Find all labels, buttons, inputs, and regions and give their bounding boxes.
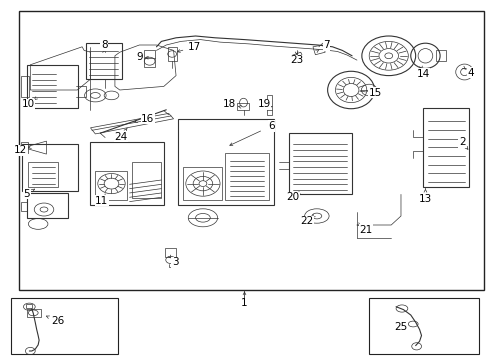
Bar <box>178 119 273 205</box>
Bar <box>266 95 272 115</box>
Text: 15: 15 <box>368 88 382 98</box>
Text: 1: 1 <box>241 298 247 308</box>
Text: 14: 14 <box>415 69 429 79</box>
Bar <box>237 103 249 110</box>
Bar <box>28 162 58 187</box>
Text: 7: 7 <box>323 40 329 50</box>
Bar <box>20 76 29 97</box>
Text: 17: 17 <box>187 42 201 52</box>
Bar <box>90 142 163 205</box>
Bar <box>85 43 122 79</box>
Bar <box>435 50 445 61</box>
Bar <box>132 162 161 198</box>
Text: 12: 12 <box>14 145 27 156</box>
Text: 19: 19 <box>257 99 270 109</box>
Bar <box>368 298 478 354</box>
Bar <box>27 193 68 218</box>
Text: 21: 21 <box>358 225 372 235</box>
Text: 16: 16 <box>141 114 154 124</box>
Bar <box>26 304 32 308</box>
Text: 8: 8 <box>101 40 107 50</box>
Bar <box>20 142 28 153</box>
Bar <box>95 171 127 200</box>
Text: 13: 13 <box>418 194 431 204</box>
Text: 23: 23 <box>290 55 304 66</box>
Bar <box>288 133 351 194</box>
Text: 3: 3 <box>171 257 178 267</box>
Bar <box>144 50 155 67</box>
Text: 6: 6 <box>267 121 274 131</box>
Bar <box>183 167 222 200</box>
Bar <box>22 144 78 191</box>
Bar <box>422 108 468 187</box>
Text: 10: 10 <box>22 99 35 109</box>
Text: 22: 22 <box>300 216 313 226</box>
Bar <box>167 47 176 61</box>
Bar <box>11 298 118 354</box>
Text: 24: 24 <box>114 132 128 142</box>
Text: 20: 20 <box>285 192 298 202</box>
Text: 9: 9 <box>136 52 142 62</box>
Text: 2: 2 <box>458 137 465 147</box>
Text: 11: 11 <box>95 196 108 206</box>
Bar <box>224 153 268 200</box>
Text: 18: 18 <box>223 99 236 109</box>
Text: 4: 4 <box>466 68 473 78</box>
Bar <box>20 202 27 211</box>
Bar <box>165 248 176 257</box>
Bar <box>27 65 78 108</box>
Bar <box>19 11 483 290</box>
Text: 26: 26 <box>51 316 64 326</box>
Text: 25: 25 <box>393 322 407 332</box>
Bar <box>27 309 41 317</box>
Text: 5: 5 <box>23 189 30 199</box>
